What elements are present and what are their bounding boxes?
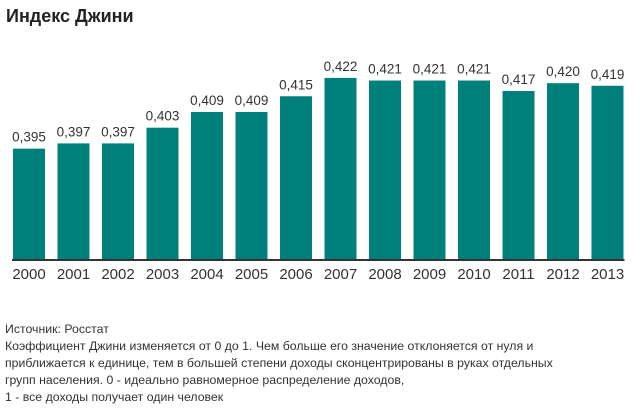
value-label: 0,421 [368,62,402,77]
value-label: 0,409 [190,93,224,108]
note-line: Коэффициент Джини изменяется от 0 до 1. … [5,339,534,353]
x-tick-label: 2004 [190,266,223,283]
chart-title: Индекс Джини [6,6,134,26]
value-label: 0,397 [57,124,91,139]
bar-2005 [235,111,268,260]
x-tick-label: 2008 [368,266,401,283]
note-line: приближается к единице, тем в большей ст… [5,356,553,370]
x-tick-label: 2000 [12,266,45,283]
bar-2008 [369,80,401,260]
value-label: 0,420 [546,64,580,79]
value-label: 0,397 [101,124,135,139]
x-tick-label: 2001 [57,266,90,283]
x-tick-label: 2007 [324,266,357,283]
chart-notes: Источник: Росстат Коэффициент Джини изме… [5,321,635,406]
bar-2013 [591,85,624,261]
x-tick-label: 2009 [413,266,446,283]
value-label: 0,417 [502,72,536,87]
x-tick-label: 2005 [235,266,268,283]
x-tick-label: 2003 [146,266,179,283]
value-label: 0,422 [324,59,358,74]
x-tick-label: 2006 [279,266,312,283]
note-line: 1 - все доходы получает один человек [5,390,224,404]
value-label: 0,419 [591,67,625,82]
x-tick-label: 2011 [502,266,534,283]
bar-2004 [191,111,223,260]
bar-2009 [413,80,446,260]
bar-2003 [146,127,179,260]
bar-2007 [324,77,357,260]
value-label: 0,403 [146,109,180,124]
bar-2002 [102,143,134,260]
bar-2006 [280,96,312,260]
bar-2011 [502,91,535,260]
note-line: групп населения. 0 - идеально равномерно… [5,373,405,387]
bar-2001 [57,143,90,260]
x-tick-label: 2002 [101,266,134,283]
value-label: 0,395 [12,130,46,145]
x-tick-label: 2010 [457,266,490,283]
bar-2000 [13,148,45,260]
value-label: 0,415 [279,77,313,92]
value-label: 0,421 [457,62,491,77]
bar-2010 [458,80,490,260]
bar-2012 [547,83,579,261]
x-tick-label: 2013 [591,266,624,283]
source-note: Источник: Росстат [5,322,109,336]
x-tick-label: 2012 [546,266,579,283]
value-label: 0,409 [235,93,269,108]
value-label: 0,421 [413,62,447,77]
